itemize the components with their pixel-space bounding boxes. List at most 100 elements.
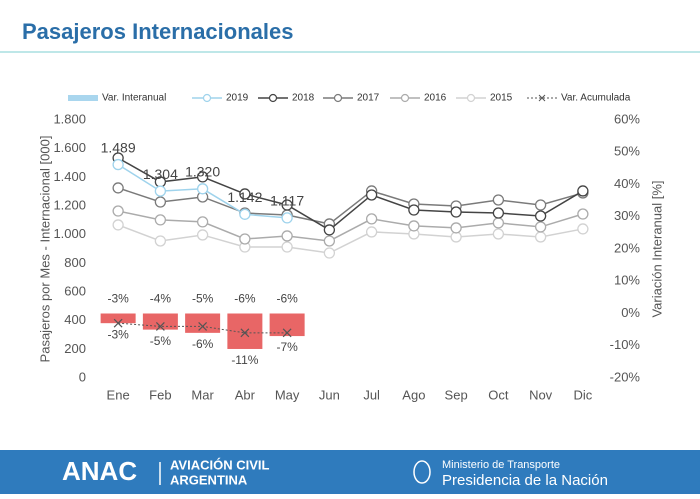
line — [117, 224, 584, 254]
x-tick-label: Nov — [529, 387, 553, 402]
marker — [239, 188, 251, 200]
marker — [281, 241, 293, 253]
y-tick-label: 1.600 — [53, 140, 86, 155]
x-tick-label: Mar — [191, 387, 214, 402]
legend-label: 2018 — [292, 93, 315, 104]
data-label: -11% — [231, 353, 258, 367]
x-tick-label: Ene — [107, 387, 130, 402]
marker — [534, 210, 547, 222]
data-label: -5% — [150, 334, 172, 348]
marker — [492, 228, 505, 240]
data-label: 1.320 — [185, 164, 220, 180]
marker — [577, 223, 589, 235]
legend-marker — [538, 94, 546, 102]
data-label: 1.304 — [143, 166, 178, 182]
y2-tick-label: 50% — [614, 144, 640, 159]
y-tick-label: 600 — [64, 283, 86, 298]
marker — [492, 207, 505, 219]
line — [117, 210, 584, 242]
marker — [577, 185, 589, 197]
marker — [196, 229, 209, 241]
marker — [577, 208, 589, 220]
y2-tick-label: -20% — [610, 369, 641, 384]
legend-label: 2016 — [424, 93, 447, 104]
legend-marker — [268, 93, 278, 103]
marker — [492, 194, 505, 206]
y-tick-label: 1.200 — [53, 197, 86, 212]
x-tick-label: Abr — [235, 387, 256, 402]
data-label: -3% — [107, 292, 129, 306]
x-tick-label: Oct — [488, 387, 509, 402]
emblem — [413, 460, 431, 484]
y2-tick-label: 40% — [614, 176, 640, 191]
marker — [534, 199, 547, 211]
bar — [269, 313, 305, 337]
marker — [323, 247, 336, 259]
y-tick-label: 1.800 — [53, 111, 86, 126]
x-tick-label: May — [275, 387, 300, 402]
legend-marker — [466, 93, 476, 103]
legend-marker — [400, 93, 410, 103]
x-tick-label: Jul — [363, 387, 380, 402]
marker — [154, 235, 167, 247]
y-tick-label: 0 — [79, 369, 86, 384]
data-label: 1.489 — [101, 139, 136, 155]
x-tick-label: Dic — [573, 387, 592, 402]
legend-label: Var. Interanual — [102, 93, 166, 104]
data-label: -6% — [276, 292, 298, 306]
footer-ministry: Ministerio de Transporte — [442, 459, 560, 471]
marker — [281, 212, 293, 224]
y-tick-label: 400 — [64, 312, 86, 327]
y2-tick-label: 10% — [614, 273, 640, 288]
marker — [112, 182, 124, 194]
data-label: -3% — [107, 327, 129, 341]
page-title: Pasajeros Internacionales — [22, 19, 293, 44]
marker — [281, 230, 293, 242]
data-label: -4% — [150, 292, 172, 306]
marker — [240, 328, 250, 338]
legend-marker — [333, 93, 343, 103]
marker — [534, 221, 547, 233]
marker — [113, 318, 123, 328]
marker — [112, 158, 124, 171]
marker — [154, 185, 167, 197]
footer-bar — [0, 450, 700, 494]
marker — [492, 217, 505, 229]
marker — [281, 199, 293, 211]
x-tick-label: Feb — [149, 387, 171, 402]
x-tick-label: Sep — [445, 387, 468, 402]
marker — [365, 213, 378, 225]
footer-org: AVIACIÓN CIVIL — [170, 457, 269, 472]
y-axis-label: Pasajeros por Mes - Internacional [000] — [37, 136, 52, 363]
marker — [155, 321, 165, 331]
bar — [185, 313, 221, 333]
y2-axis-label: Variación Interanual [%] — [649, 180, 664, 317]
marker — [408, 204, 420, 216]
y2-tick-label: -10% — [610, 337, 641, 352]
marker — [154, 214, 167, 226]
marker — [365, 189, 378, 201]
marker — [450, 206, 462, 218]
data-label: -6% — [192, 337, 214, 351]
bar — [100, 313, 136, 324]
legend-swatch — [68, 95, 98, 101]
legend-label: 2015 — [490, 93, 513, 104]
marker — [534, 231, 547, 243]
marker — [323, 235, 336, 247]
data-label: -7% — [276, 340, 298, 354]
y2-tick-label: 0% — [621, 305, 640, 320]
y-tick-label: 1.000 — [53, 226, 86, 241]
y2-tick-label: 30% — [614, 208, 640, 223]
legend-label: Var. Acumulada — [561, 93, 631, 104]
marker — [198, 321, 208, 331]
data-label: -5% — [192, 292, 214, 306]
footer-presidency: Presidencia de la Nación — [442, 472, 608, 489]
legend-label: 2017 — [357, 93, 380, 104]
marker — [239, 208, 251, 220]
data-label: 1.117 — [270, 193, 304, 209]
data-label: -6% — [234, 292, 256, 306]
legend-label: 2019 — [226, 93, 249, 104]
y-tick-label: 800 — [64, 255, 86, 270]
line — [117, 187, 584, 225]
